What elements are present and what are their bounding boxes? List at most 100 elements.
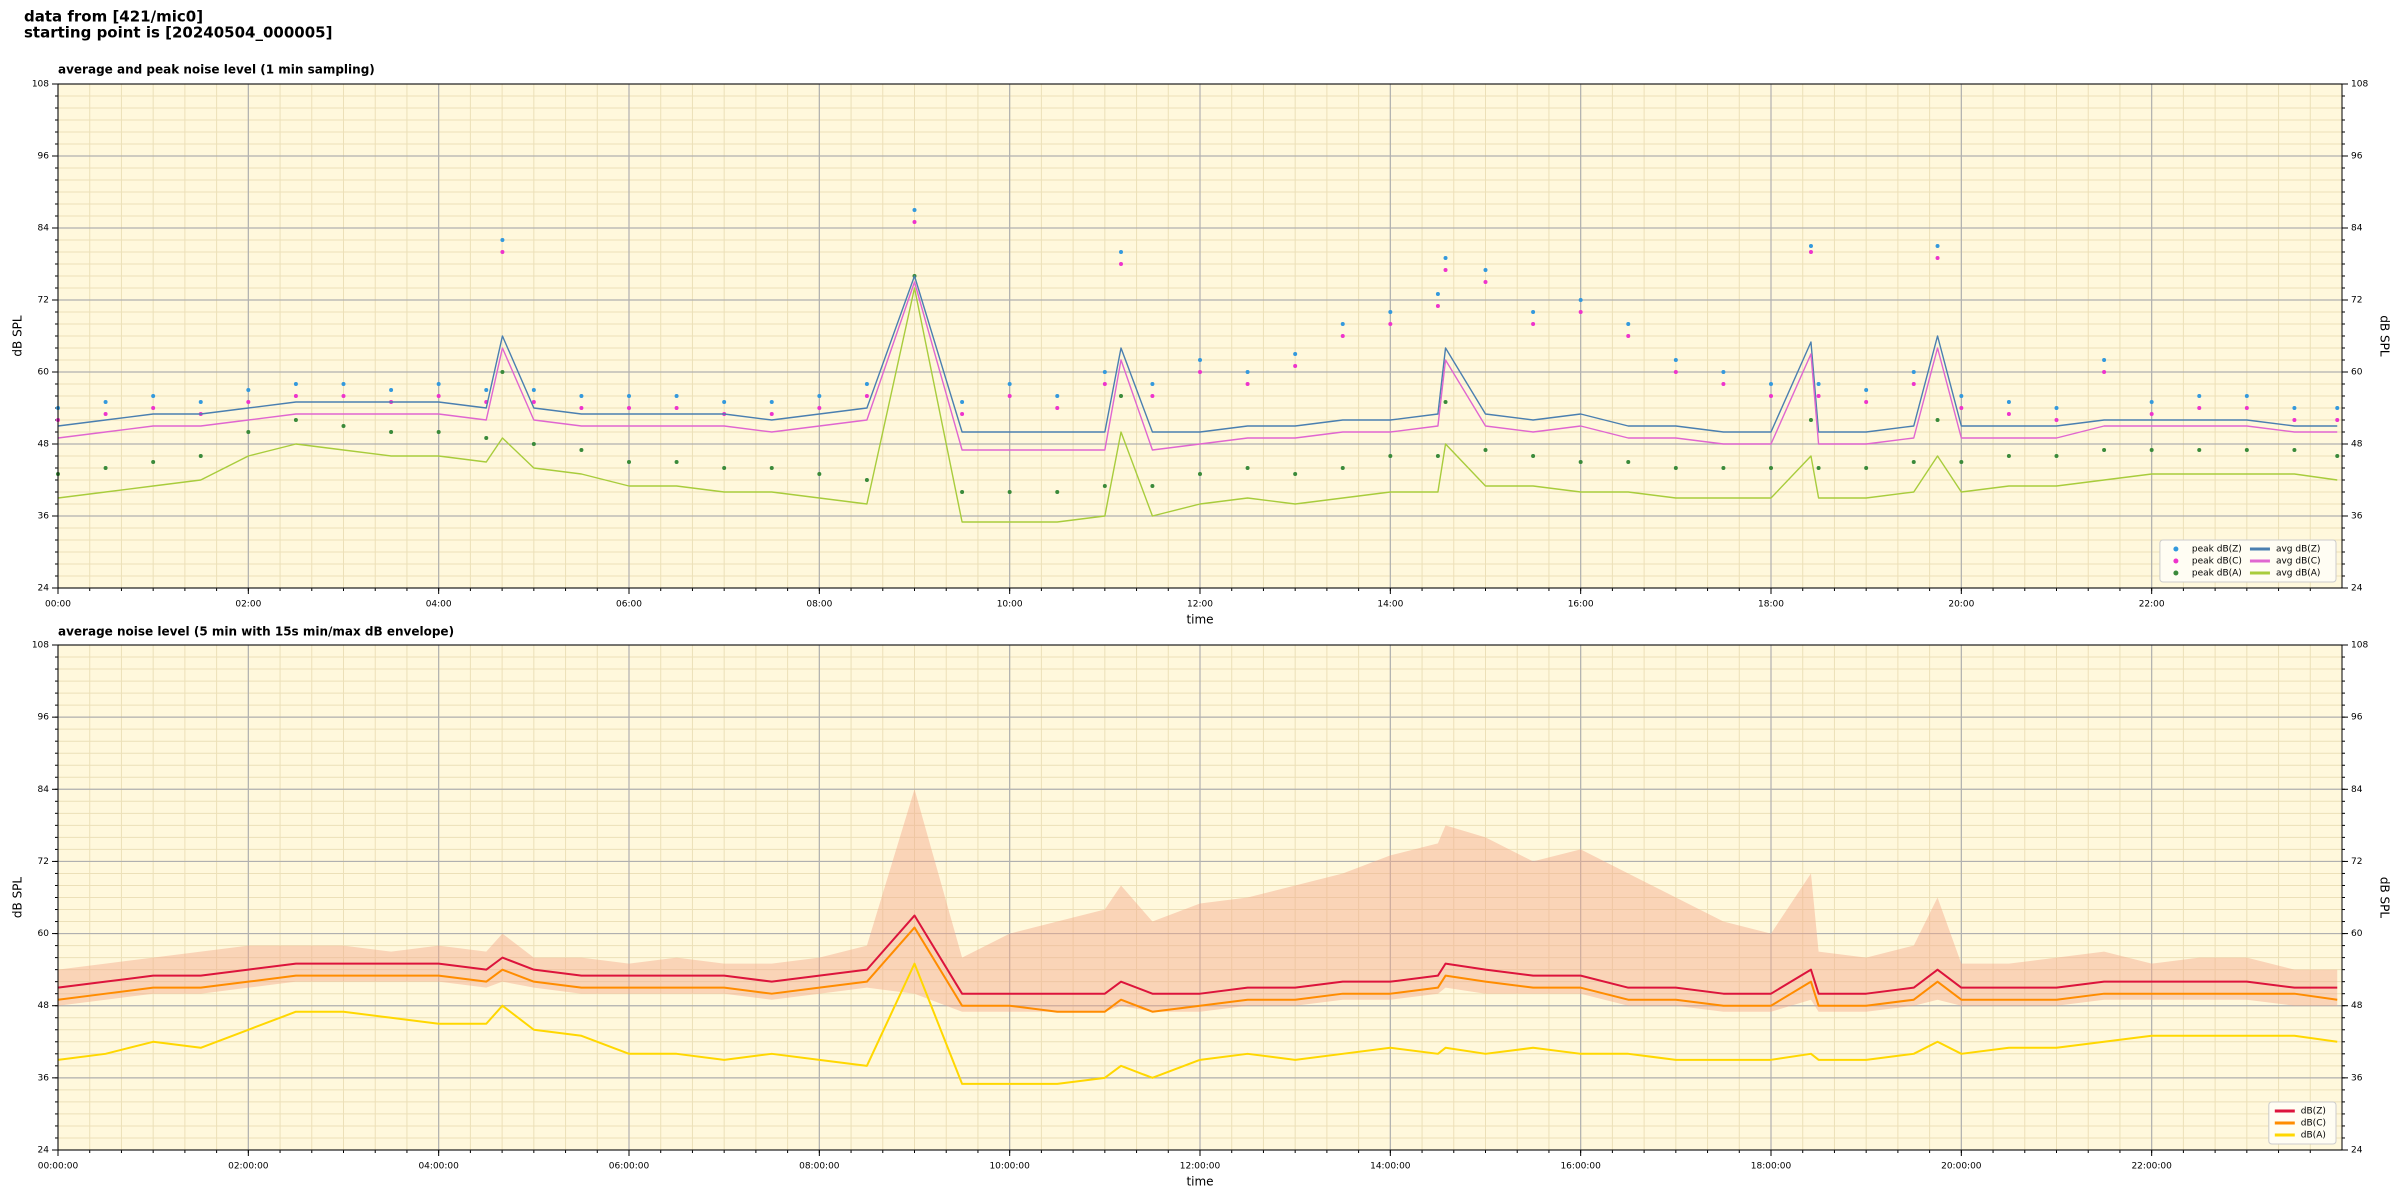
peak-point <box>2102 358 2107 362</box>
peak-point <box>1935 244 1940 248</box>
peak-point <box>627 460 631 464</box>
y-axis-label: dB SPL <box>11 877 25 919</box>
peak-point <box>1055 490 1060 494</box>
peak-point <box>674 394 679 398</box>
peak-point <box>1198 358 1202 362</box>
peak-point <box>1007 394 1012 398</box>
legend-label: dB(Z) <box>2301 1107 2326 1117</box>
peak-point <box>1119 394 1124 398</box>
peak-point <box>1007 490 1012 494</box>
y2-tick-label: 48 <box>2351 440 2363 450</box>
peak-point <box>2102 448 2107 452</box>
peak-point <box>1198 472 1202 476</box>
peak-point <box>817 394 822 398</box>
x-tick-label: 00:00:00 <box>38 1162 79 1172</box>
peak-point <box>1245 382 1250 386</box>
plot-frame <box>57 644 2343 1151</box>
peak-point <box>1721 466 1726 470</box>
peak-point <box>500 370 505 374</box>
peak-point <box>1007 382 1012 386</box>
peak-point <box>103 400 108 404</box>
peak-point <box>1808 250 1813 254</box>
chart-title: average noise level (5 min with 15s min/… <box>58 625 454 639</box>
peak-point <box>769 466 774 470</box>
series-line <box>57 275 2338 433</box>
peak-point <box>531 442 536 446</box>
y-tick-label: 84 <box>38 224 50 234</box>
peak-point <box>864 394 869 398</box>
y2-tick-label: 24 <box>2351 1146 2363 1156</box>
peak-point <box>864 478 869 482</box>
peak-point <box>1293 352 1298 356</box>
peak-point <box>1198 370 1202 374</box>
peak-point <box>151 394 156 398</box>
peak-point <box>1119 262 1124 266</box>
peak-point <box>2197 406 2202 410</box>
x-tick-label: 14:00 <box>1377 600 1403 610</box>
peak-point <box>1626 322 1631 326</box>
x-tick-label: 12:00:00 <box>1180 1162 1221 1172</box>
series-line <box>57 926 2338 1013</box>
legend-swatch <box>2173 546 2179 552</box>
y-tick-label: 24 <box>38 1146 50 1156</box>
peak-point <box>436 394 441 398</box>
peak-point <box>484 388 489 392</box>
y-tick-label: 96 <box>38 152 50 162</box>
y-tick-label: 108 <box>32 80 49 90</box>
peak-point <box>341 424 346 428</box>
peak-point <box>1911 370 1916 374</box>
y2-tick-label: 84 <box>2351 224 2363 234</box>
peak-point <box>2292 406 2297 410</box>
peak-point <box>960 490 965 494</box>
peak-point <box>2149 400 2154 404</box>
peak-point <box>2054 406 2059 410</box>
plot-frame <box>57 83 2343 589</box>
peak-point <box>151 460 156 464</box>
x-tick-label: 02:00:00 <box>228 1162 269 1172</box>
peak-point <box>1119 250 1124 254</box>
y-tick-label: 96 <box>38 713 50 723</box>
x-tick-label: 22:00:00 <box>2131 1162 2172 1172</box>
peak-point <box>1673 466 1678 470</box>
peak-point <box>1911 460 1916 464</box>
peak-point <box>1102 382 1107 386</box>
peak-point <box>817 472 822 476</box>
peak-point <box>1055 394 1060 398</box>
peak-point <box>246 388 251 392</box>
peak-point <box>2006 412 2011 416</box>
peak-point <box>1388 454 1393 458</box>
y2-axis-label: dB SPL <box>2378 877 2392 919</box>
peak-point <box>1388 322 1393 326</box>
peak-point <box>1340 466 1345 470</box>
y2-tick-label: 108 <box>2351 80 2368 90</box>
legend-label: dB(C) <box>2301 1119 2326 1129</box>
envelope-area <box>58 789 2338 1012</box>
header-source: data from [421/mic0] <box>24 8 203 26</box>
peak-point <box>1293 364 1298 368</box>
x-tick-label: 16:00:00 <box>1560 1162 1601 1172</box>
peak-point <box>1435 304 1440 308</box>
y-tick-label: 60 <box>38 929 50 939</box>
y2-tick-label: 96 <box>2351 152 2363 162</box>
x-tick-label: 20:00:00 <box>1941 1162 1982 1172</box>
peak-point <box>198 454 203 458</box>
legend-label: avg dB(C) <box>2276 557 2321 567</box>
peak-point <box>1102 484 1107 488</box>
peak-point <box>1150 484 1155 488</box>
peak-point <box>531 388 536 392</box>
y-tick-label: 48 <box>38 1001 50 1011</box>
peak-point <box>1626 460 1631 464</box>
x-tick-label: 02:00 <box>235 600 261 610</box>
peak-point <box>627 394 631 398</box>
x-tick-label: 10:00:00 <box>989 1162 1030 1172</box>
peak-point <box>769 400 774 404</box>
peak-point <box>1769 394 1773 398</box>
x-tick-label: 18:00:00 <box>1751 1162 1792 1172</box>
peak-point <box>817 406 822 410</box>
y-tick-label: 84 <box>38 785 50 795</box>
peak-point <box>1531 454 1536 458</box>
peak-point <box>500 238 505 242</box>
y2-tick-label: 84 <box>2351 785 2363 795</box>
peak-point <box>579 394 584 398</box>
x-tick-label: 08:00:00 <box>799 1162 840 1172</box>
